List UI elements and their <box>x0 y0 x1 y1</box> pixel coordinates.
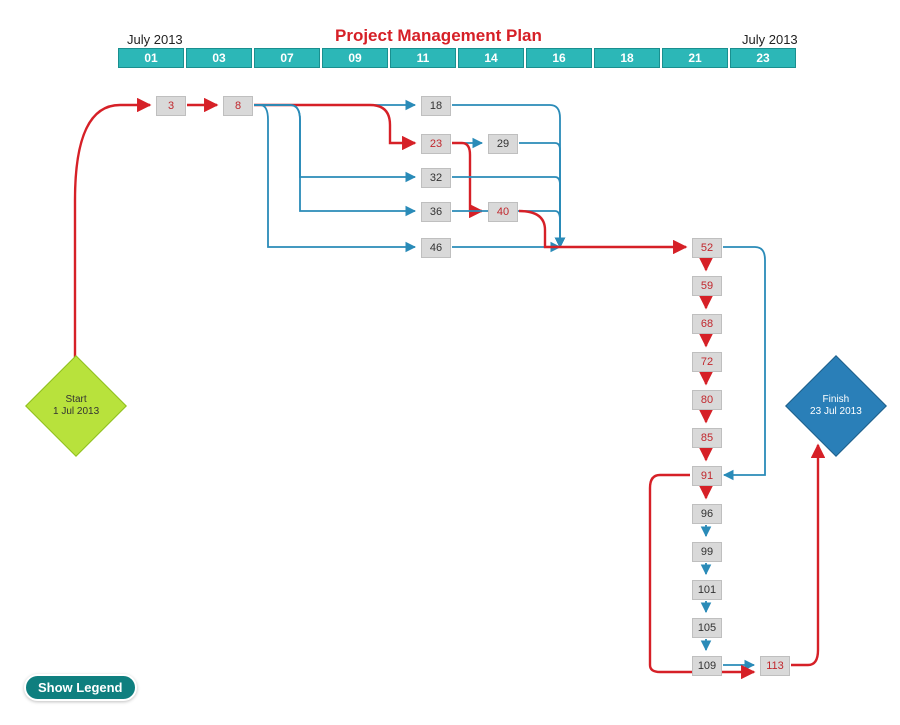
task-node: 109 <box>692 656 722 676</box>
finish-label: Finish <box>810 394 862 406</box>
task-node: 59 <box>692 276 722 296</box>
edge <box>75 105 150 370</box>
start-date: 1 Jul 2013 <box>53 406 99 418</box>
edge <box>791 445 818 665</box>
task-node: 113 <box>760 656 790 676</box>
task-node: 46 <box>421 238 451 258</box>
timeline-cell: 23 <box>730 48 796 68</box>
task-node: 40 <box>488 202 518 222</box>
task-node: 36 <box>421 202 451 222</box>
edge <box>519 143 560 247</box>
timeline-cell: 03 <box>186 48 252 68</box>
timeline-cell: 09 <box>322 48 388 68</box>
task-node: 96 <box>692 504 722 524</box>
timeline-cell: 18 <box>594 48 660 68</box>
task-node: 91 <box>692 466 722 486</box>
task-node: 72 <box>692 352 722 372</box>
task-node: 80 <box>692 390 722 410</box>
show-legend-button[interactable]: Show Legend <box>24 674 137 701</box>
task-node: 32 <box>421 168 451 188</box>
edge <box>519 211 686 247</box>
task-node: 23 <box>421 134 451 154</box>
task-node: 52 <box>692 238 722 258</box>
timeline-cell: 11 <box>390 48 456 68</box>
task-node: 85 <box>692 428 722 448</box>
timeline-cell: 16 <box>526 48 592 68</box>
edge <box>723 247 765 475</box>
task-node: 105 <box>692 618 722 638</box>
task-node: 18 <box>421 96 451 116</box>
task-node: 29 <box>488 134 518 154</box>
timeline-cell: 14 <box>458 48 524 68</box>
finish-date: 23 Jul 2013 <box>810 406 862 418</box>
task-node: 3 <box>156 96 186 116</box>
diagram-canvas: Project Management Plan July 2013 July 2… <box>0 0 900 725</box>
task-node: 68 <box>692 314 722 334</box>
task-node: 101 <box>692 580 722 600</box>
task-node: 99 <box>692 542 722 562</box>
edge <box>254 105 415 143</box>
start-label: Start <box>53 394 99 406</box>
task-node: 8 <box>223 96 253 116</box>
timeline-cell: 21 <box>662 48 728 68</box>
timeline-cell: 01 <box>118 48 184 68</box>
timeline-cell: 07 <box>254 48 320 68</box>
